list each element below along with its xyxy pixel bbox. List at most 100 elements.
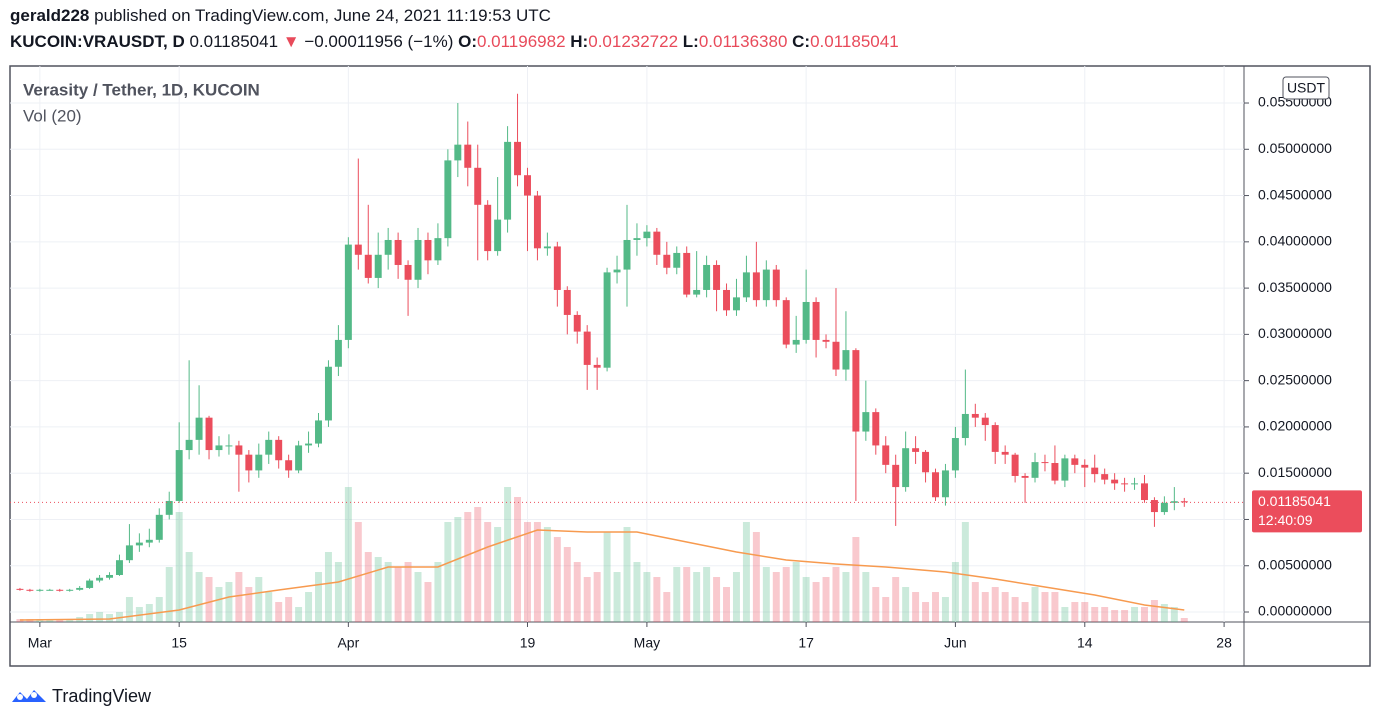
volume-bar	[225, 582, 233, 622]
volume-bar	[792, 562, 800, 622]
candle-body	[922, 451, 930, 473]
volume-bar	[175, 512, 183, 622]
volume-bar	[1170, 607, 1178, 622]
o-value: 0.01196982	[476, 32, 566, 51]
volume-bar	[573, 562, 581, 622]
candle-body	[205, 417, 213, 451]
volume-bar	[872, 587, 880, 622]
candle-body	[354, 244, 362, 255]
candle-body	[1081, 464, 1089, 468]
volume-bar	[683, 567, 691, 622]
candle-body	[514, 141, 522, 176]
volume-bar	[374, 557, 382, 622]
volume-bar	[663, 592, 671, 622]
volume-bar	[245, 587, 253, 622]
y-tick-label: 0.01500000	[1258, 464, 1332, 480]
x-tick-label: May	[634, 635, 660, 651]
volume-bar	[941, 597, 949, 622]
volume-bar	[971, 582, 979, 622]
candle-body	[36, 589, 44, 591]
last-price-label: 0.01185041	[1258, 493, 1331, 509]
candle-body	[474, 167, 482, 205]
y-tick-label: 0.05000000	[1258, 140, 1332, 156]
change: −0.00011956 (−1%)	[304, 32, 454, 51]
candle-body	[892, 464, 900, 488]
volume-bar	[713, 577, 721, 622]
candle-body	[145, 539, 153, 543]
candle-body	[305, 443, 313, 446]
candle-body	[235, 445, 243, 455]
candle-body	[782, 300, 790, 345]
candle-body	[1101, 474, 1109, 480]
currency: USDT	[1287, 80, 1326, 96]
candle-body	[1160, 502, 1168, 513]
candle-body	[504, 141, 512, 220]
volume-bar	[46, 619, 54, 622]
candle-body	[822, 339, 830, 342]
candle-body	[742, 272, 750, 298]
candle-body	[583, 331, 591, 365]
volume-bar	[424, 582, 432, 622]
publish-line: gerald228 published on TradingView.com, …	[10, 6, 551, 26]
candle-body	[941, 470, 949, 498]
candle-body	[951, 438, 959, 471]
volume-bar	[842, 572, 850, 622]
volume-bar	[703, 567, 711, 622]
volume-bar	[354, 522, 362, 622]
volume-bar	[623, 527, 631, 622]
candle-body	[1071, 458, 1079, 465]
candle-body	[603, 272, 611, 368]
volume-bar	[1121, 610, 1129, 622]
volume-bar	[265, 592, 273, 622]
candle-body	[1111, 479, 1119, 484]
candle-body	[573, 314, 581, 332]
volume-bar	[334, 562, 342, 622]
candle-body	[1121, 483, 1129, 485]
candle-body	[265, 439, 273, 455]
quote-line: KUCOIN:VRAUSDT, D 0.01185041 ▼ −0.000119…	[10, 32, 899, 52]
last: 0.01185041	[189, 32, 279, 51]
volume-bar	[1101, 607, 1109, 622]
volume-bar	[1031, 587, 1039, 622]
volume-bar	[981, 592, 989, 622]
l-label: L:	[682, 32, 699, 51]
volume-bar	[533, 522, 541, 622]
volume-bar	[1001, 592, 1009, 622]
volume-bar	[514, 497, 522, 622]
volume-bar	[235, 572, 243, 622]
c-label: C:	[792, 32, 811, 51]
volume-bar	[215, 587, 223, 622]
h-label: H:	[570, 32, 589, 51]
arrow: ▼	[282, 32, 300, 51]
volume-bar	[742, 522, 750, 622]
volume-bar	[1141, 607, 1148, 622]
candle-body	[852, 350, 860, 432]
volume-bar	[902, 587, 910, 622]
candle-body	[464, 144, 472, 168]
y-tick-label: 0.02500000	[1258, 371, 1332, 387]
volume-bar	[125, 597, 133, 622]
candle-body	[76, 587, 84, 590]
x-tick-label: 17	[798, 635, 814, 651]
h-value: 0.01232722	[588, 32, 679, 51]
volume-bar	[603, 532, 611, 622]
candle-body	[792, 339, 800, 345]
candle-body	[195, 417, 203, 440]
volume-bar	[802, 577, 810, 622]
volume-bar	[1111, 610, 1119, 622]
candle-body	[732, 297, 740, 311]
candle-body	[842, 350, 850, 370]
volume-bar	[344, 487, 352, 622]
candle-body	[1031, 462, 1039, 478]
volume-bar	[1150, 600, 1158, 622]
candle-body	[106, 574, 113, 578]
volume-bar	[96, 612, 104, 622]
candle-body	[16, 588, 24, 590]
volume-bar	[892, 577, 900, 622]
candle-body	[374, 254, 382, 278]
volume-bar	[653, 577, 661, 622]
candle-body	[762, 269, 770, 301]
volume-bar	[524, 522, 531, 622]
volume-bar	[255, 577, 263, 622]
